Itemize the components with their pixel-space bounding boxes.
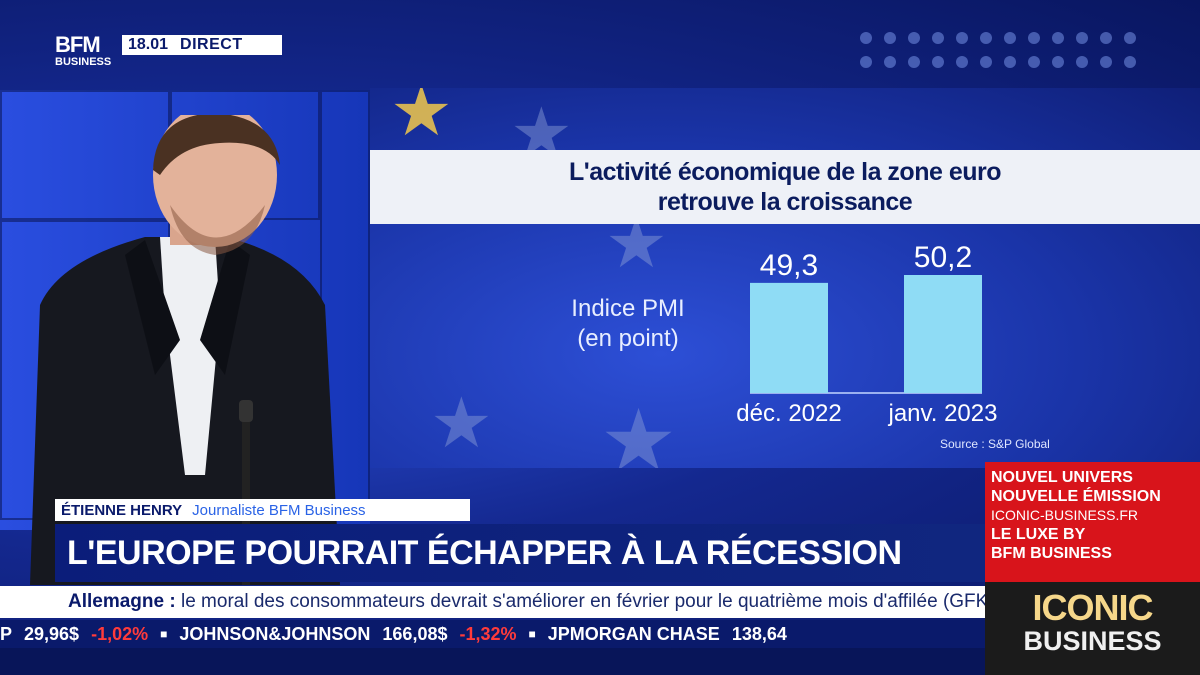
stock-name: JPMORGAN CHASE bbox=[547, 624, 720, 644]
bar-value-label: 50,2 bbox=[914, 241, 972, 274]
live-bar: 18.01 DIRECT bbox=[122, 35, 282, 55]
stock-ticker: P 29,96$ -1,02% ■ JOHNSON&JOHNSON 166,08… bbox=[0, 620, 985, 648]
ticker-separator-icon: ■ bbox=[528, 627, 536, 641]
logo-top: BFM bbox=[55, 32, 101, 57]
y-axis-label-line2: (en point) bbox=[577, 325, 678, 352]
promo-line3: LE LUXE BY bbox=[991, 526, 1086, 543]
logo-bottom: BUSINESS bbox=[55, 56, 112, 68]
news-ticker-label: Allemagne : bbox=[68, 591, 176, 612]
clock: 18.01 bbox=[128, 36, 169, 53]
iconic-brand-line2: BUSINESS bbox=[1023, 626, 1162, 656]
star-icon: ★ bbox=[390, 88, 453, 150]
presenter bbox=[30, 115, 340, 585]
category-label: déc. 2022 bbox=[736, 400, 841, 427]
promo-line2: NOUVELLE ÉMISSION bbox=[991, 488, 1161, 505]
stock-change: -1,02% bbox=[91, 624, 149, 644]
iconic-business-logo: ICONIC BUSINESS bbox=[985, 582, 1200, 675]
stock-price: 29,96$ bbox=[24, 624, 80, 644]
live-label: DIRECT bbox=[180, 36, 243, 53]
bars-group: 49,3 déc. 2022 50,2 janv. 2023 bbox=[736, 241, 997, 427]
ticker-separator-icon: ■ bbox=[160, 627, 168, 641]
promo-panel: NOUVEL UNIVERS NOUVELLE ÉMISSION ICONIC-… bbox=[985, 462, 1200, 582]
y-axis-label-line1: Indice PMI bbox=[571, 295, 684, 322]
promo-line4: BFM BUSINESS bbox=[991, 545, 1112, 562]
guest-role: Journaliste BFM Business bbox=[192, 501, 366, 519]
chart-title-line2: retrouve la croissance bbox=[657, 188, 913, 216]
news-ticker: Allemagne : le moral des consommateurs d… bbox=[0, 586, 985, 618]
ticker-bottom-band bbox=[0, 648, 985, 675]
chart-title-line1: L'activité économique de la zone euro bbox=[569, 158, 1002, 186]
stock-change: -1,32% bbox=[459, 624, 517, 644]
stock-name: P bbox=[0, 624, 13, 644]
stock-price: 166,08$ bbox=[382, 624, 448, 644]
led-dots bbox=[860, 32, 1136, 68]
news-ticker-text: le moral des consommateurs devrait s'amé… bbox=[180, 591, 985, 612]
name-strip: ÉTIENNE HENRY Journaliste BFM Business bbox=[55, 499, 470, 521]
category-label: janv. 2023 bbox=[888, 400, 998, 427]
iconic-brand-line1: ICONIC bbox=[1032, 587, 1154, 628]
star-icon: ★ bbox=[430, 384, 493, 462]
stock-price: 138,64 bbox=[731, 624, 787, 644]
chart-source: Source : S&P Global bbox=[940, 437, 1050, 451]
headline: L'EUROPE POURRAIT ÉCHAPPER À LA RÉCESSIO… bbox=[55, 524, 985, 582]
bar bbox=[904, 275, 982, 393]
promo-line1: NOUVEL UNIVERS bbox=[991, 469, 1133, 486]
stock-name: JOHNSON&JOHNSON bbox=[179, 624, 371, 644]
guest-name: ÉTIENNE HENRY bbox=[61, 501, 183, 519]
promo-url: ICONIC-BUSINESS.FR bbox=[991, 507, 1139, 523]
chart-title: L'activité économique de la zone euro re… bbox=[370, 150, 1200, 224]
bar-value-label: 49,3 bbox=[760, 249, 818, 282]
pmi-bar-chart: Indice PMI (en point) 49,3 déc. 2022 50,2 j… bbox=[571, 241, 997, 427]
bar bbox=[750, 282, 828, 393]
star-icon: ★ bbox=[600, 393, 678, 468]
bfm-business-logo: BFM BUSINESS bbox=[55, 34, 117, 74]
